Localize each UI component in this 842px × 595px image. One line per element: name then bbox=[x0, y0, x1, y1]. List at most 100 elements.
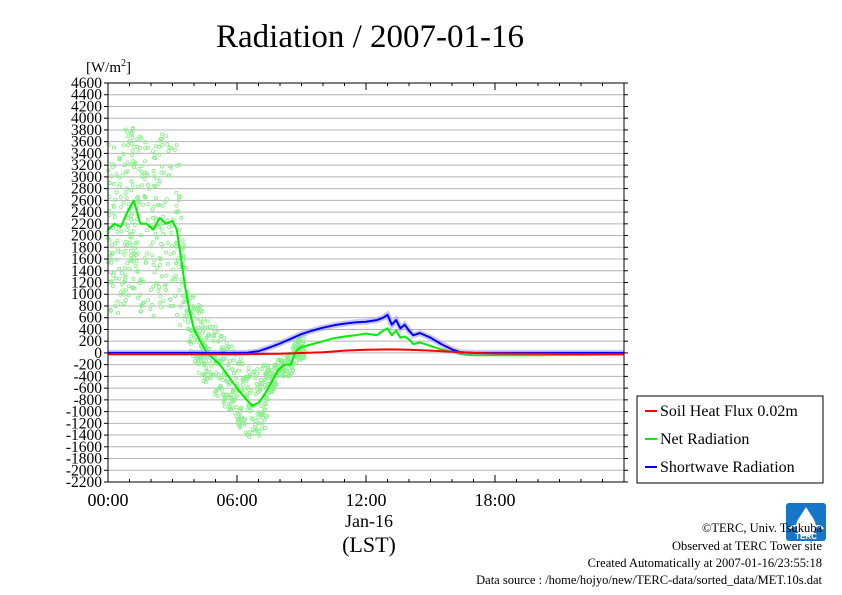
net-radiation-sample bbox=[145, 182, 150, 187]
net-radiation-sample bbox=[247, 430, 252, 435]
net-radiation-sample bbox=[180, 282, 185, 287]
net-radiation-sample bbox=[237, 407, 242, 412]
net-radiation-sample bbox=[177, 288, 182, 293]
net-radiation-sample bbox=[205, 325, 210, 330]
net-radiation-sample bbox=[110, 242, 115, 247]
net-radiation-sample bbox=[213, 324, 218, 329]
y-tick-label: 3400 bbox=[71, 145, 102, 162]
net-radiation-sample bbox=[134, 195, 139, 200]
net-radiation-sample bbox=[169, 279, 174, 284]
net-radiation-sample bbox=[247, 391, 252, 396]
net-radiation-sample bbox=[160, 142, 165, 147]
net-radiation-sample bbox=[130, 148, 135, 153]
net-radiation-sample bbox=[138, 292, 143, 297]
net-radiation-sample bbox=[159, 227, 164, 232]
net-radiation-sample bbox=[112, 215, 117, 220]
net-radiation-sample bbox=[216, 372, 221, 377]
net-radiation-sample bbox=[142, 159, 147, 164]
net-radiation-sample bbox=[130, 153, 135, 158]
net-radiation-sample bbox=[198, 308, 203, 313]
net-radiation-sample bbox=[201, 317, 206, 322]
net-radiation-sample bbox=[200, 372, 205, 377]
observed-text: Observed at TERC Tower site bbox=[671, 539, 822, 553]
net-radiation-sample bbox=[126, 143, 131, 148]
net-radiation-sample bbox=[164, 133, 169, 138]
net-radiation-sample bbox=[164, 250, 169, 255]
y-axis-unit-end: ] bbox=[126, 60, 131, 76]
net-radiation-sample bbox=[117, 184, 122, 189]
net-radiation-sample bbox=[299, 341, 304, 346]
net-radiation-sample bbox=[109, 174, 114, 179]
net-radiation-sample bbox=[141, 279, 146, 284]
net-radiation-sample bbox=[243, 430, 248, 435]
net-radiation-sample bbox=[278, 371, 283, 376]
net-radiation-sample bbox=[138, 278, 143, 283]
net-radiation-sample bbox=[154, 265, 159, 270]
net-radiation-sample bbox=[262, 382, 267, 387]
net-radiation-sample bbox=[238, 356, 243, 361]
net-radiation-sample bbox=[215, 329, 220, 334]
net-radiation-sample bbox=[115, 299, 120, 304]
net-radiation-sample bbox=[109, 279, 114, 284]
net-radiation-sample bbox=[157, 144, 162, 149]
net-radiation-sample bbox=[128, 214, 133, 219]
net-radiation-sample bbox=[133, 160, 138, 165]
net-radiation-sample bbox=[128, 231, 133, 236]
y-tick-label: 2600 bbox=[71, 192, 102, 209]
net-radiation-sample bbox=[255, 387, 260, 392]
net-radiation-sample bbox=[131, 165, 136, 170]
net-radiation-sample bbox=[156, 288, 161, 293]
net-radiation-sample bbox=[154, 176, 159, 181]
y-tick-label: -1400 bbox=[66, 427, 102, 444]
net-radiation-sample bbox=[135, 194, 140, 199]
net-radiation-sample bbox=[108, 270, 113, 275]
net-radiation-sample bbox=[143, 140, 148, 145]
net-radiation-sample bbox=[111, 211, 116, 216]
net-radiation-sample bbox=[127, 257, 132, 262]
net-radiation-sample bbox=[136, 251, 141, 256]
x-tick-label: 12:00 bbox=[345, 490, 386, 510]
net-radiation-sample bbox=[121, 152, 126, 157]
net-radiation-sample bbox=[227, 359, 232, 364]
net-radiation-sample bbox=[232, 410, 237, 415]
net-radiation-sample bbox=[135, 137, 140, 142]
net-radiation-sample bbox=[174, 261, 179, 266]
y-axis-ticks: 4600440042004000380036003400320030002800… bbox=[66, 75, 628, 491]
net-radiation-sample bbox=[155, 281, 160, 286]
net-radiation-sample bbox=[109, 260, 114, 265]
net-radiation-sample bbox=[228, 392, 233, 397]
net-radiation-sample bbox=[156, 181, 161, 186]
net-radiation-sample bbox=[207, 324, 212, 329]
terc-logo: TERC bbox=[786, 503, 826, 541]
net-radiation-sample bbox=[166, 148, 171, 153]
net-radiation-sample bbox=[126, 284, 131, 289]
net-radiation-sample bbox=[153, 184, 158, 189]
net-radiation-sample bbox=[301, 355, 306, 360]
net-radiation-sample bbox=[119, 302, 124, 307]
net-radiation-sample bbox=[169, 146, 174, 151]
net-radiation-sample bbox=[118, 292, 123, 297]
net-radiation-sample bbox=[293, 361, 298, 366]
y-tick-label: -600 bbox=[74, 380, 103, 397]
net-radiation-sample bbox=[234, 376, 239, 381]
net-radiation-sample bbox=[225, 362, 230, 367]
net-radiation-sample bbox=[246, 365, 251, 370]
net-radiation-sample bbox=[208, 363, 213, 368]
net-radiation-sample bbox=[157, 138, 162, 143]
net-radiation-sample bbox=[153, 215, 158, 220]
net-radiation-sample bbox=[117, 266, 122, 271]
net-radiation-sample bbox=[175, 210, 180, 215]
net-radiation-sample bbox=[216, 339, 221, 344]
net-radiation-sample bbox=[129, 130, 134, 135]
legend: Soil Heat Flux 0.02m Net Radiation Shortwa… bbox=[636, 395, 824, 484]
net-radiation-sample bbox=[145, 217, 150, 222]
net-radiation-sample bbox=[152, 258, 157, 263]
y-tick-label: -800 bbox=[74, 392, 103, 409]
net-radiation-sample bbox=[123, 288, 128, 293]
net-radiation-sample bbox=[122, 242, 127, 247]
y-tick-label: 200 bbox=[79, 333, 103, 350]
net-radiation-sample bbox=[177, 265, 182, 270]
net-radiation-sample bbox=[175, 163, 180, 168]
net-radiation-sample bbox=[112, 270, 117, 275]
